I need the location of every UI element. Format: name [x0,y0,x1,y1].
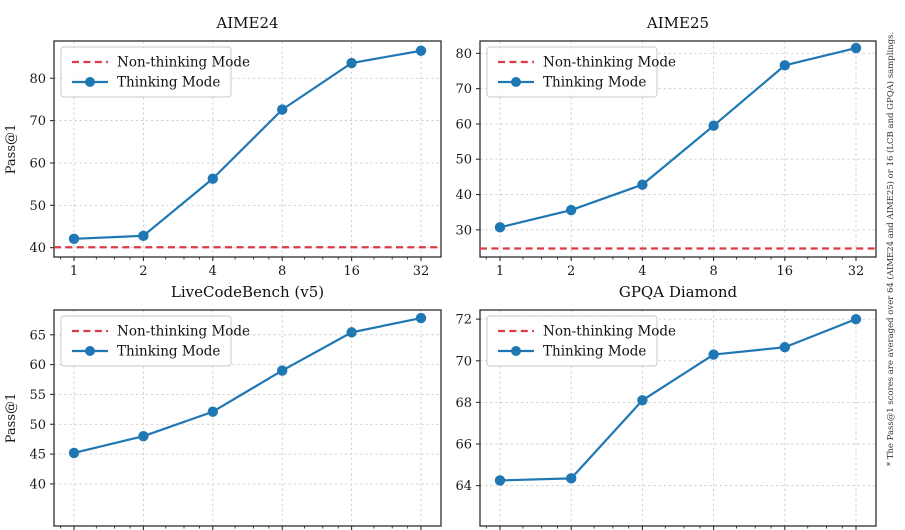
data-point-marker [138,430,149,442]
y-axis-label: Pass@1 [4,393,19,444]
data-point-marker [277,365,288,376]
x-tick-label: 1 [496,264,504,279]
legend-label-thinking: Thinking Mode [543,75,646,91]
x-tick-label: 16 [343,264,360,279]
y-tick-label: 40 [455,188,472,203]
data-point-marker [346,57,357,69]
data-point-marker [494,222,506,233]
legend-box [60,315,232,367]
legend-thinking-marker [85,77,95,87]
y-tick-label: 50 [455,153,472,168]
x-tick-label: 4 [638,264,646,279]
legend: Non-thinking Mode Thinking Mode [486,46,676,98]
chart-title: AIME24 [215,14,278,32]
legend-label-thinking: Thinking Mode [117,344,220,360]
legend-label-thinking: Thinking Mode [543,344,646,360]
data-point-marker [207,173,218,184]
y-tick-label: 60 [455,117,472,132]
legend-box [486,315,658,367]
y-tick-label: 45 [29,448,46,463]
y-tick-label: 40 [29,477,46,492]
data-point-marker [637,179,648,190]
data-point-marker [708,349,719,360]
x-tick-label: 32 [413,264,430,279]
y-tick-label: 60 [29,358,46,373]
x-tick-label: 8 [709,264,717,279]
legend-label-nonthinking: Non-thinking Mode [543,324,676,340]
data-point-marker [68,233,80,244]
y-tick-label: 68 [455,396,472,411]
side-note: * The Pass@1 scores are averaged over 64… [886,31,896,467]
legend: Non-thinking Mode Thinking Mode [60,46,250,98]
data-point-marker [138,230,149,242]
data-point-marker [779,60,790,71]
y-tick-label: 50 [29,418,46,433]
chart-title: LiveCodeBench (v5) [171,283,324,301]
data-point-marker [494,475,506,486]
y-tick-label: 80 [455,47,472,62]
data-point-marker [566,204,577,216]
chart-livecodebench-v5: 40455055606512481632LiveCodeBench (v5)Pa… [4,283,442,530]
legend-label-nonthinking: Non-thinking Mode [543,55,676,71]
x-tick-label: 2 [567,264,575,279]
data-point-marker [68,447,80,459]
y-tick-label: 66 [455,438,472,453]
data-point-marker [415,45,427,56]
y-axis-label: Pass@1 [4,124,19,175]
x-tick-label: 2 [139,264,147,279]
chart-aime25: 30 40 50 60 70 80 1 2 4 8 16 32 AIME25 Non-thinking M… [455,14,877,279]
y-tick-label: 60 [29,156,46,171]
y-tick-label: 72 [455,313,472,328]
chart-aime24: 40 50 60 70 80 1 2 4 8 16 32 AIME24 Pass@1 Non-thinki… [4,14,442,279]
chart-gpqa-diamond: 646668707212481632GPQA DiamondNon-thinki… [455,283,877,530]
x-tick-label: 4 [209,264,217,279]
data-point-marker [415,312,427,324]
thinking-line [73,316,422,454]
data-point-marker [277,104,288,115]
chart-title: GPQA Diamond [619,283,738,301]
y-tick-label: 50 [29,199,46,214]
legend-label-thinking: Thinking Mode [117,75,220,91]
data-point-marker [850,42,862,54]
y-tick-label: 70 [455,354,472,369]
data-point-marker [850,313,862,325]
chart-title: AIME25 [646,14,709,32]
x-tick-label: 8 [278,264,286,279]
data-point-marker [779,342,790,353]
legend-box [60,46,232,98]
data-point-marker [637,395,648,406]
data-point-marker [207,406,218,417]
y-tick-label: 70 [455,82,472,97]
y-tick-label: 40 [29,241,46,256]
data-point-marker [708,120,719,131]
thinking-line [73,49,422,240]
x-tick-label: 32 [848,264,865,279]
legend: Non-thinking Mode Thinking Mode [60,315,250,367]
y-tick-label: 80 [29,72,46,87]
thinking-line [499,318,857,482]
legend-thinking-marker [511,77,521,87]
axes-spine [479,40,877,258]
y-tick-label: 70 [29,114,46,129]
legend-thinking-marker [511,346,521,356]
legend-label-nonthinking: Non-thinking Mode [117,324,250,340]
legend-label-nonthinking: Non-thinking Mode [117,55,250,71]
y-tick-label: 65 [29,328,46,343]
y-tick-label: 55 [29,388,46,403]
x-tick-label: 16 [777,264,794,279]
y-tick-label: 30 [455,223,472,238]
axes-spine [53,40,442,258]
thinking-line [499,46,857,229]
legend: Non-thinking Mode Thinking Mode [486,315,676,367]
y-tick-label: 64 [455,479,472,494]
data-point-marker [566,473,577,484]
data-point-marker [346,327,357,338]
legend-thinking-marker [85,346,95,356]
legend-box [486,46,658,98]
x-tick-label: 1 [70,264,78,279]
